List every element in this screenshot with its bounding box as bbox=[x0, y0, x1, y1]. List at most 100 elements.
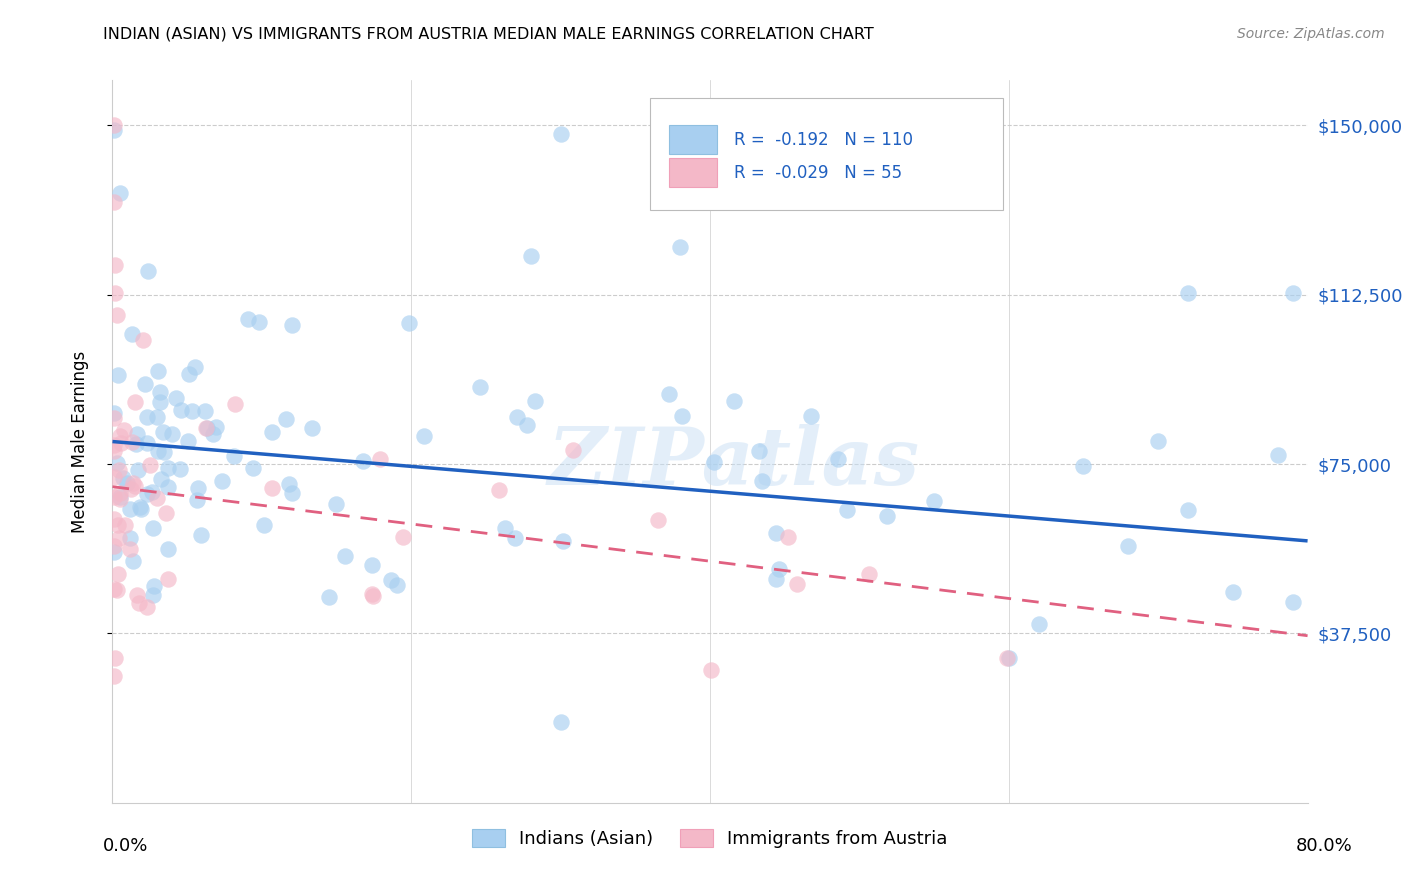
Point bbox=[550, 128, 572, 142]
Text: R =  -0.029   N = 55: R = -0.029 N = 55 bbox=[734, 164, 903, 182]
Point bbox=[112, 470, 135, 484]
Point bbox=[125, 426, 148, 441]
Point bbox=[503, 531, 526, 545]
Point bbox=[104, 651, 127, 665]
Point bbox=[105, 582, 128, 597]
Point bbox=[170, 403, 193, 417]
Point bbox=[121, 326, 143, 341]
FancyBboxPatch shape bbox=[669, 158, 717, 187]
Point bbox=[127, 463, 149, 477]
Point bbox=[1222, 585, 1244, 599]
Point bbox=[776, 530, 799, 544]
Point bbox=[121, 554, 143, 568]
Point bbox=[190, 528, 212, 542]
Point bbox=[138, 458, 160, 473]
Point bbox=[142, 521, 165, 535]
Point bbox=[124, 479, 146, 493]
Point bbox=[112, 423, 135, 437]
Point bbox=[252, 518, 274, 533]
Legend: Indians (Asian), Immigrants from Austria: Indians (Asian), Immigrants from Austria bbox=[465, 822, 955, 855]
FancyBboxPatch shape bbox=[669, 125, 717, 154]
Point bbox=[361, 587, 384, 601]
Point bbox=[120, 541, 142, 556]
Point bbox=[118, 531, 141, 545]
Point bbox=[134, 377, 156, 392]
Point bbox=[700, 664, 723, 678]
Point bbox=[562, 442, 585, 457]
Point bbox=[1281, 285, 1303, 300]
Point bbox=[131, 333, 153, 347]
Point bbox=[146, 444, 169, 458]
Point bbox=[127, 588, 149, 602]
Point bbox=[149, 395, 172, 409]
Point bbox=[104, 259, 127, 273]
Point bbox=[153, 444, 176, 458]
Point bbox=[413, 429, 436, 443]
Point bbox=[800, 409, 823, 423]
Point bbox=[157, 572, 180, 586]
Point bbox=[998, 651, 1021, 665]
Point bbox=[280, 318, 302, 332]
Point bbox=[103, 582, 125, 597]
Point bbox=[176, 434, 198, 448]
Point bbox=[723, 393, 745, 408]
Point bbox=[186, 493, 208, 508]
Point bbox=[523, 394, 546, 409]
Point bbox=[876, 508, 898, 523]
Point bbox=[143, 579, 166, 593]
Point bbox=[149, 471, 172, 485]
Point bbox=[1281, 594, 1303, 608]
Point bbox=[380, 573, 402, 587]
Point bbox=[108, 491, 131, 506]
Point bbox=[202, 426, 225, 441]
Point bbox=[195, 421, 218, 435]
Point bbox=[136, 600, 159, 615]
Point bbox=[122, 476, 145, 491]
Point bbox=[224, 397, 246, 411]
Point bbox=[325, 497, 347, 511]
Point bbox=[516, 417, 538, 432]
Point bbox=[146, 409, 169, 424]
Point bbox=[155, 506, 177, 520]
Point bbox=[520, 249, 543, 263]
Point bbox=[103, 195, 125, 210]
Point bbox=[120, 482, 142, 496]
Point bbox=[1177, 285, 1199, 300]
Point bbox=[108, 531, 131, 545]
Point bbox=[669, 240, 692, 254]
Point bbox=[136, 435, 159, 450]
Point bbox=[765, 526, 787, 541]
Point bbox=[141, 485, 163, 500]
Point bbox=[550, 714, 572, 729]
Point bbox=[333, 549, 356, 564]
Point bbox=[177, 367, 200, 381]
Point bbox=[103, 438, 125, 452]
Point bbox=[751, 474, 773, 488]
Point bbox=[146, 491, 169, 505]
Point bbox=[1177, 503, 1199, 517]
Point bbox=[108, 463, 131, 477]
Point bbox=[114, 517, 136, 532]
Point bbox=[494, 521, 516, 535]
Point bbox=[1267, 448, 1289, 462]
Point bbox=[385, 577, 408, 591]
Point bbox=[1028, 616, 1050, 631]
Point bbox=[468, 379, 491, 393]
Point bbox=[129, 501, 152, 516]
Point bbox=[107, 567, 129, 582]
Point bbox=[103, 119, 125, 133]
Point bbox=[827, 451, 849, 466]
Text: Source: ZipAtlas.com: Source: ZipAtlas.com bbox=[1237, 27, 1385, 41]
Point bbox=[506, 409, 529, 424]
Point bbox=[136, 264, 159, 278]
Point bbox=[224, 449, 246, 463]
Point bbox=[703, 455, 725, 469]
Point bbox=[135, 487, 157, 501]
Point bbox=[169, 461, 191, 475]
Point bbox=[1073, 459, 1095, 474]
Point bbox=[392, 530, 415, 544]
Point bbox=[108, 486, 131, 500]
Point bbox=[768, 562, 790, 576]
Point bbox=[260, 425, 283, 439]
Point bbox=[108, 490, 131, 504]
